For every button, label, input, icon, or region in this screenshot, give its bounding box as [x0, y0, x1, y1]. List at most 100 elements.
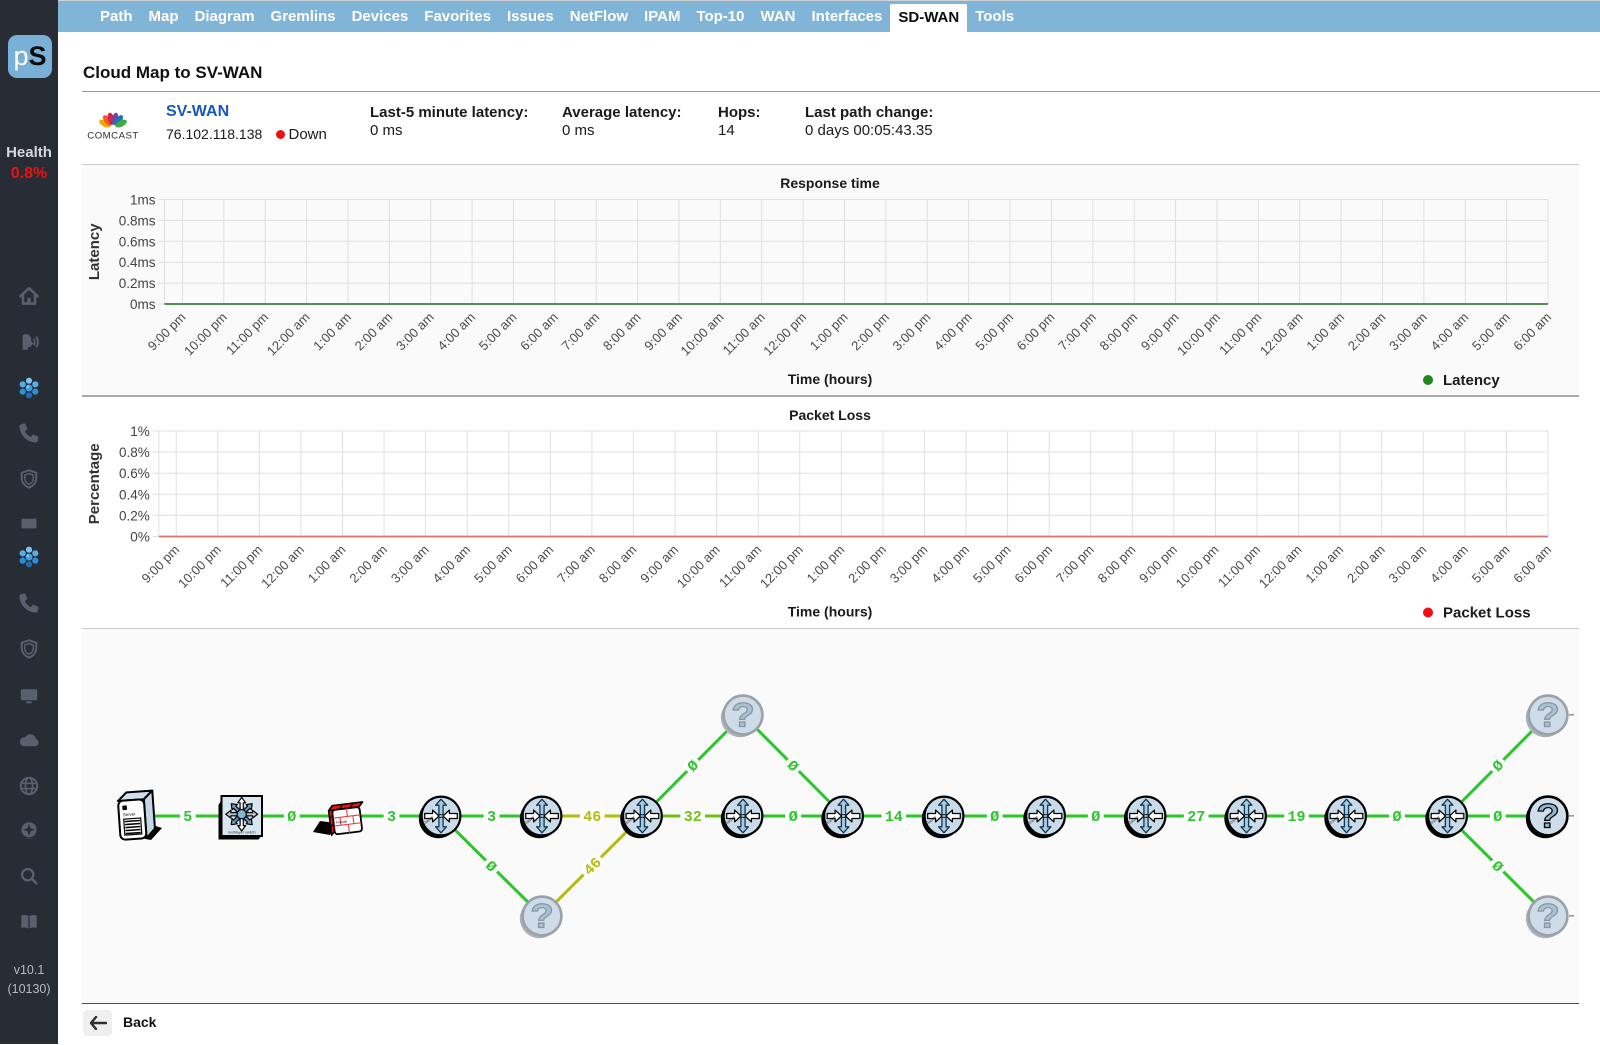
svg-text:Packet Loss: Packet Loss [1443, 605, 1531, 622]
svg-text:10:00 am: 10:00 am [678, 310, 727, 359]
svg-text:4:00 pm: 4:00 pm [928, 542, 972, 586]
svg-text:8:00 am: 8:00 am [600, 310, 644, 354]
svg-text:1:00 am: 1:00 am [1303, 310, 1347, 354]
svg-text:2:00 am: 2:00 am [1345, 310, 1389, 354]
svg-text:6:00 am: 6:00 am [513, 542, 557, 586]
svg-text:11:00 am: 11:00 am [720, 310, 768, 358]
svg-text:8:00 pm: 8:00 pm [1095, 542, 1139, 586]
svg-text:0.2ms: 0.2ms [119, 276, 156, 291]
svg-text:COMCAST: COMCAST [87, 131, 138, 142]
svg-text:12:00 am: 12:00 am [264, 310, 313, 359]
svg-text:Ø: Ø [789, 809, 798, 826]
svg-text:12:00 am: 12:00 am [1257, 310, 1306, 359]
svg-text:3: 3 [487, 809, 496, 826]
svg-text:Response time: Response time [780, 175, 880, 191]
svg-text:0.2%: 0.2% [119, 508, 150, 523]
svg-text:6:00 pm: 6:00 pm [1014, 310, 1058, 354]
svg-text:11:00 pm: 11:00 pm [217, 542, 265, 590]
svg-text:8:00 am: 8:00 am [596, 542, 640, 586]
svg-text:7:00 am: 7:00 am [559, 310, 603, 354]
svg-text:4:00 am: 4:00 am [434, 310, 478, 354]
svg-text:5:00 am: 5:00 am [471, 542, 515, 586]
svg-text:0.8ms: 0.8ms [119, 213, 156, 228]
svg-text:27: 27 [1187, 809, 1205, 826]
svg-text:5:00 am: 5:00 am [476, 310, 520, 354]
svg-text:Packet Loss: Packet Loss [789, 407, 871, 423]
svg-text:1%: 1% [130, 424, 150, 439]
svg-text:7:00 pm: 7:00 pm [1053, 542, 1097, 586]
svg-text:Ø: Ø [1091, 809, 1100, 826]
svg-text:10:00 pm: 10:00 pm [1174, 310, 1223, 359]
svg-text:5:00 am: 5:00 am [1469, 542, 1513, 586]
svg-text:3:00 pm: 3:00 pm [887, 542, 931, 586]
svg-text:5:00 pm: 5:00 pm [970, 542, 1014, 586]
svg-text:4:00 pm: 4:00 pm [931, 310, 975, 354]
svg-text:Time (hours): Time (hours) [788, 604, 873, 620]
svg-text:6:00 am: 6:00 am [1510, 310, 1554, 354]
svg-text:4:00 am: 4:00 am [1428, 310, 1472, 354]
svg-text:Time (hours): Time (hours) [788, 371, 873, 387]
svg-text:7:00 pm: 7:00 pm [1055, 310, 1099, 354]
svg-text:1:00 pm: 1:00 pm [804, 542, 848, 586]
svg-text:3:00 am: 3:00 am [1386, 542, 1430, 586]
svg-text:4:00 am: 4:00 am [1427, 542, 1471, 586]
svg-text:1:00 pm: 1:00 pm [807, 310, 851, 354]
svg-text:1ms: 1ms [130, 193, 156, 208]
svg-text:2:00 am: 2:00 am [352, 310, 396, 354]
svg-text:7:00 am: 7:00 am [554, 542, 598, 586]
svg-text:11:00 pm: 11:00 pm [223, 310, 271, 358]
svg-text:0.4%: 0.4% [119, 487, 150, 502]
svg-text:0%: 0% [130, 530, 150, 545]
svg-text:1:00 am: 1:00 am [1302, 542, 1346, 586]
svg-text:5:00 pm: 5:00 pm [972, 310, 1016, 354]
svg-text:11:00 pm: 11:00 pm [1215, 542, 1263, 590]
svg-text:Firewall: Firewall [336, 819, 348, 824]
svg-text:3:00 am: 3:00 am [393, 310, 437, 354]
svg-text:3: 3 [387, 809, 396, 826]
svg-text:multilayer switch: multilayer switch [228, 831, 256, 835]
svg-text:2:00 am: 2:00 am [346, 542, 390, 586]
svg-text:2:00 pm: 2:00 pm [848, 310, 892, 354]
svg-text:Ø: Ø [1392, 809, 1401, 826]
svg-text:3:00 am: 3:00 am [1386, 310, 1430, 354]
svg-text:11:00 am: 11:00 am [716, 542, 764, 590]
svg-text:Server: Server [123, 811, 137, 817]
svg-text:8:00 pm: 8:00 pm [1096, 310, 1140, 354]
svg-text:Percentage: Percentage [86, 443, 103, 524]
svg-text:12:00 pm: 12:00 pm [760, 310, 809, 359]
svg-text:1:00 am: 1:00 am [305, 542, 349, 586]
svg-text:12:00 am: 12:00 am [258, 542, 307, 591]
svg-text:10:00 pm: 10:00 pm [181, 310, 230, 359]
svg-text:Latency: Latency [1443, 372, 1500, 389]
svg-text:4:00 am: 4:00 am [429, 542, 473, 586]
svg-text:6:00 am: 6:00 am [517, 310, 561, 354]
svg-text:6:00 pm: 6:00 pm [1011, 542, 1055, 586]
svg-text:3:00 am: 3:00 am [388, 542, 432, 586]
svg-text:10:00 am: 10:00 am [674, 542, 723, 591]
svg-text:10:00 pm: 10:00 pm [175, 542, 224, 591]
svg-text:5:00 am: 5:00 am [1469, 310, 1513, 354]
svg-text:0ms: 0ms [130, 297, 156, 312]
svg-text:10:00 pm: 10:00 pm [1173, 542, 1222, 591]
svg-text:46: 46 [583, 809, 601, 826]
svg-text:12:00 am: 12:00 am [1256, 542, 1305, 591]
svg-text:0.8%: 0.8% [119, 445, 150, 460]
svg-text:Ø: Ø [1493, 809, 1502, 826]
svg-text:0.4ms: 0.4ms [119, 255, 156, 270]
svg-text:0.6ms: 0.6ms [119, 234, 156, 249]
svg-text:19: 19 [1287, 809, 1305, 826]
svg-text:12:00 pm: 12:00 pm [757, 542, 806, 591]
svg-text:14: 14 [885, 809, 903, 826]
svg-text:Ø: Ø [990, 809, 999, 826]
svg-text:Latency: Latency [86, 223, 103, 280]
svg-text:2:00 pm: 2:00 pm [845, 542, 889, 586]
svg-text:1:00 am: 1:00 am [310, 310, 354, 354]
svg-text:32: 32 [684, 809, 702, 826]
svg-text:2:00 am: 2:00 am [1344, 542, 1388, 586]
svg-text:0.6%: 0.6% [119, 466, 150, 481]
svg-text:Ø: Ø [287, 809, 296, 826]
svg-text:6:00 am: 6:00 am [1510, 542, 1554, 586]
svg-text:5: 5 [183, 809, 192, 826]
svg-text:11:00 pm: 11:00 pm [1216, 310, 1264, 358]
svg-text:3:00 pm: 3:00 pm [890, 310, 934, 354]
